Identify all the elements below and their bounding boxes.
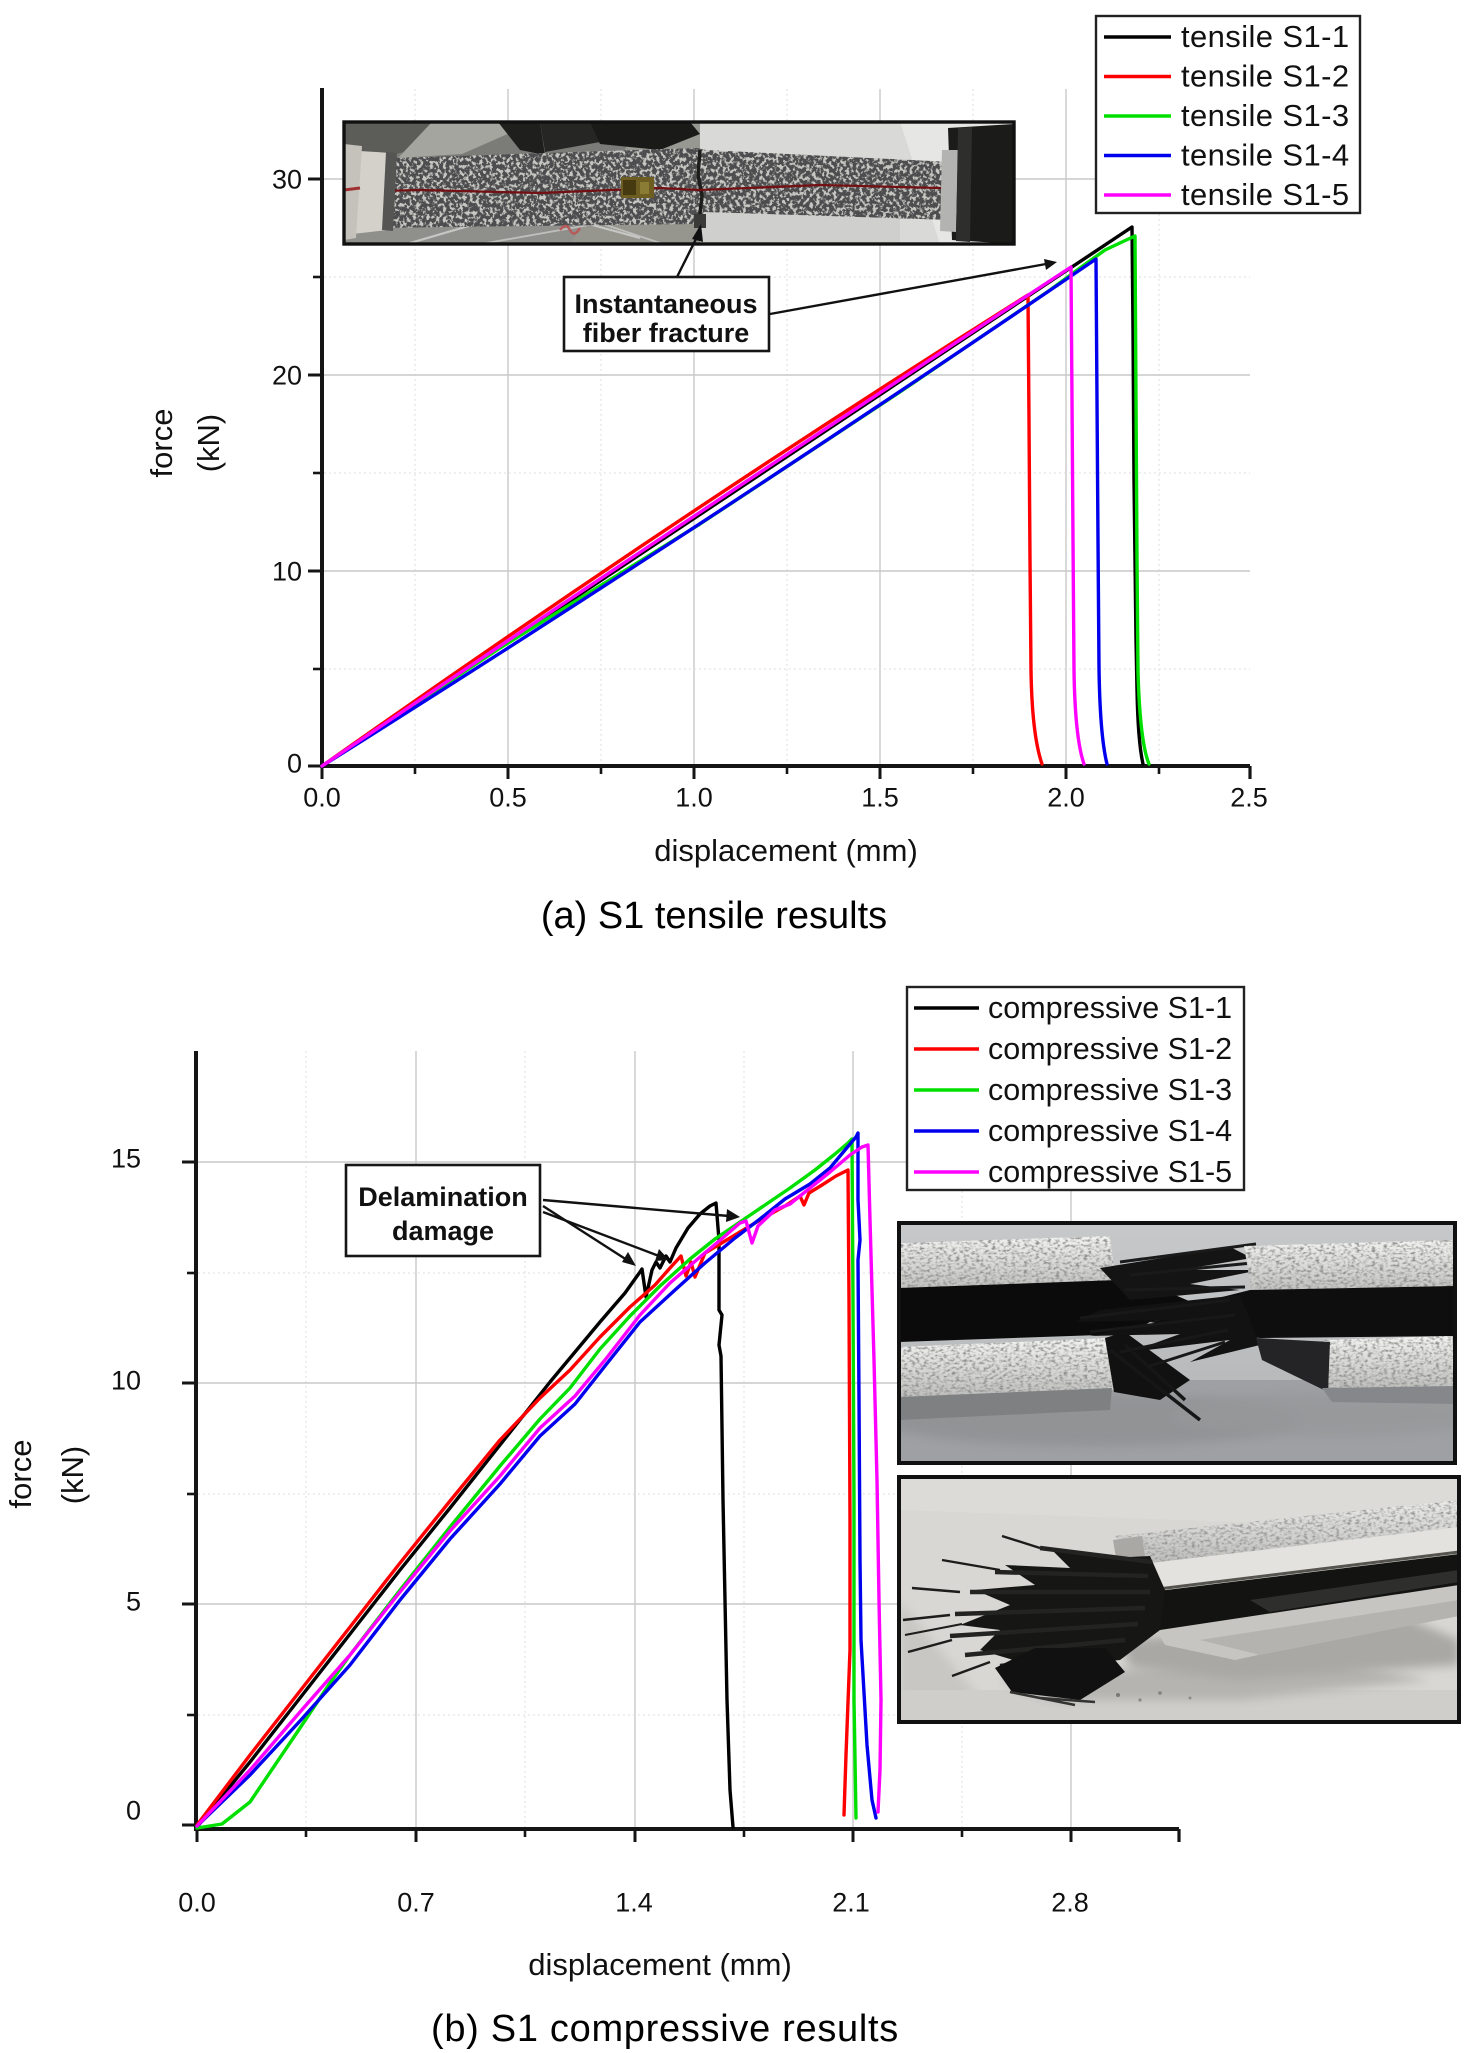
svg-text:(kN): (kN)	[55, 1446, 90, 1505]
svg-text:(b) S1 compressive results: (b) S1 compressive results	[431, 2008, 899, 2050]
svg-text:0.5: 0.5	[489, 783, 527, 813]
svg-text:2.5: 2.5	[1230, 783, 1268, 813]
svg-text:2.8: 2.8	[1051, 1888, 1089, 1918]
svg-text:fiber fracture: fiber fracture	[583, 318, 750, 348]
svg-text:2.1: 2.1	[832, 1888, 870, 1918]
svg-text:force: force	[144, 409, 179, 478]
svg-text:0.7: 0.7	[397, 1888, 435, 1918]
svg-text:Instantaneous: Instantaneous	[574, 289, 757, 319]
svg-text:tensile S1-1: tensile S1-1	[1181, 19, 1350, 54]
svg-text:1.4: 1.4	[615, 1888, 653, 1918]
svg-text:force: force	[3, 1440, 38, 1509]
svg-text:1.5: 1.5	[861, 783, 899, 813]
svg-text:Delamination: Delamination	[358, 1182, 528, 1212]
svg-text:compressive S1-3: compressive S1-3	[988, 1073, 1232, 1107]
svg-text:displacement (mm): displacement (mm)	[528, 1947, 792, 1982]
svg-text:compressive S1-5: compressive S1-5	[988, 1155, 1232, 1189]
svg-text:0: 0	[287, 749, 302, 779]
svg-text:0.0: 0.0	[178, 1888, 216, 1918]
svg-text:tensile S1-4: tensile S1-4	[1181, 138, 1350, 173]
svg-text:(kN): (kN)	[191, 414, 226, 473]
svg-text:damage: damage	[392, 1216, 494, 1246]
svg-text:tensile S1-2: tensile S1-2	[1181, 59, 1350, 94]
svg-text:5: 5	[126, 1587, 141, 1617]
svg-text:2.0: 2.0	[1047, 783, 1085, 813]
svg-text:20: 20	[272, 361, 302, 391]
svg-text:compressive S1-4: compressive S1-4	[988, 1114, 1232, 1148]
svg-text:30: 30	[272, 165, 302, 195]
svg-text:1.0: 1.0	[675, 783, 713, 813]
svg-text:10: 10	[111, 1366, 141, 1396]
svg-text:tensile S1-5: tensile S1-5	[1181, 177, 1350, 212]
svg-text:(a) S1 tensile results: (a) S1 tensile results	[541, 895, 887, 937]
svg-text:displacement (mm): displacement (mm)	[654, 833, 918, 868]
svg-text:0: 0	[126, 1796, 141, 1826]
svg-text:0.0: 0.0	[303, 783, 341, 813]
svg-text:tensile S1-3: tensile S1-3	[1181, 98, 1350, 133]
svg-text:compressive S1-1: compressive S1-1	[988, 991, 1232, 1025]
svg-text:compressive S1-2: compressive S1-2	[988, 1032, 1232, 1066]
svg-text:15: 15	[111, 1144, 141, 1174]
svg-text:10: 10	[272, 557, 302, 587]
